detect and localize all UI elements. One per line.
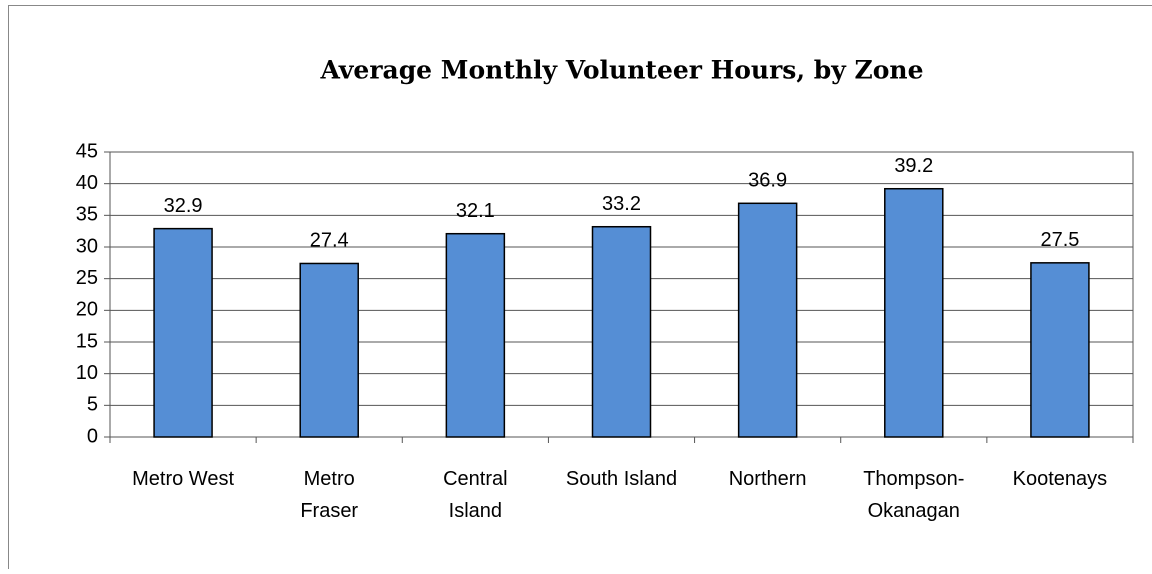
x-tick-label: Metro West	[132, 468, 234, 490]
data-label: 27.5	[1040, 229, 1079, 251]
data-label: 33.2	[602, 193, 641, 215]
x-tick-label-line: Northern	[729, 468, 807, 490]
x-tick-label-line: South Island	[566, 468, 677, 490]
y-tick-label: 20	[76, 299, 98, 321]
x-tick-label-line: Kootenays	[1013, 468, 1108, 490]
data-label: 32.9	[164, 195, 203, 217]
bar	[739, 203, 797, 437]
x-tick-label-line: Metro West	[132, 468, 234, 490]
bar	[446, 234, 504, 437]
x-tick-label-line: Fraser	[300, 500, 358, 522]
x-tick-label-line: Thompson-	[863, 468, 964, 490]
bar	[300, 263, 358, 437]
x-tick-label-line: Island	[449, 500, 502, 522]
y-tick-label: 15	[76, 330, 98, 352]
y-tick-label: 30	[76, 235, 98, 257]
data-label: 32.1	[456, 200, 495, 222]
y-tick-label: 5	[87, 394, 98, 416]
data-label: 27.4	[310, 230, 349, 252]
x-tick-label-line: Okanagan	[868, 500, 960, 522]
x-tick-label-line: Metro	[304, 468, 355, 490]
y-tick-label: 45	[76, 140, 98, 162]
x-tick-label: South Island	[566, 468, 677, 490]
chart-title: Average Monthly Volunteer Hours, by Zone	[320, 56, 924, 85]
y-tick-label: 40	[76, 172, 98, 194]
data-label: 36.9	[748, 170, 787, 192]
data-label: 39.2	[894, 155, 933, 177]
y-tick-label: 25	[76, 267, 98, 289]
y-tick-label: 35	[76, 204, 98, 226]
x-tick-label: Northern	[729, 468, 807, 490]
x-tick-label: Kootenays	[1013, 468, 1108, 490]
bar	[593, 227, 651, 437]
bar	[1031, 263, 1089, 437]
y-tick-label: 0	[87, 425, 98, 447]
x-tick-label-line: Central	[443, 468, 507, 490]
bar	[885, 189, 943, 437]
bar	[154, 229, 212, 437]
y-tick-label: 10	[76, 362, 98, 384]
